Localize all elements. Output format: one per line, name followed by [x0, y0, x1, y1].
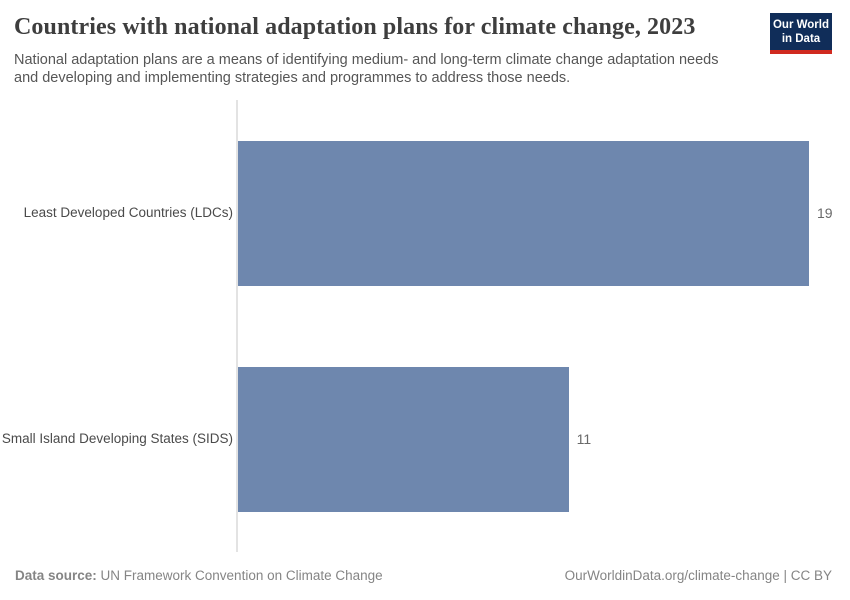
license-note[interactable]: OurWorldinData.org/climate-change | CC B…	[564, 568, 832, 583]
bar-row-sids: Small Island Developing States (SIDS) 11	[0, 326, 850, 552]
value-label-ldcs: 19	[817, 205, 833, 221]
data-source-note: Data source: UN Framework Convention on …	[15, 568, 383, 583]
bar-chart: Least Developed Countries (LDCs) 19 Smal…	[0, 100, 850, 552]
owid-logo-text: Our World in Data	[772, 19, 829, 45]
bar-sids[interactable]	[238, 366, 569, 512]
bar-area-sids: 11	[238, 326, 850, 552]
category-label-ldcs: Least Developed Countries (LDCs)	[23, 205, 233, 220]
bar-row-ldcs: Least Developed Countries (LDCs) 19	[0, 100, 850, 326]
chart-footer: Data source: UN Framework Convention on …	[15, 568, 832, 583]
chart-title: Countries with national adaptation plans…	[14, 14, 696, 40]
value-label-sids: 11	[576, 431, 592, 447]
data-source-label: Data source:	[15, 568, 97, 583]
y-axis-line	[236, 100, 238, 552]
category-label-sids: Small Island Developing States (SIDS)	[1, 431, 233, 446]
bar-ldcs[interactable]	[238, 140, 809, 286]
bar-area-ldcs: 19	[238, 100, 850, 326]
chart-subtitle: National adaptation plans are a means of…	[14, 52, 719, 86]
data-source-text: UN Framework Convention on Climate Chang…	[96, 568, 383, 583]
owid-logo[interactable]: Our World in Data	[770, 13, 832, 54]
